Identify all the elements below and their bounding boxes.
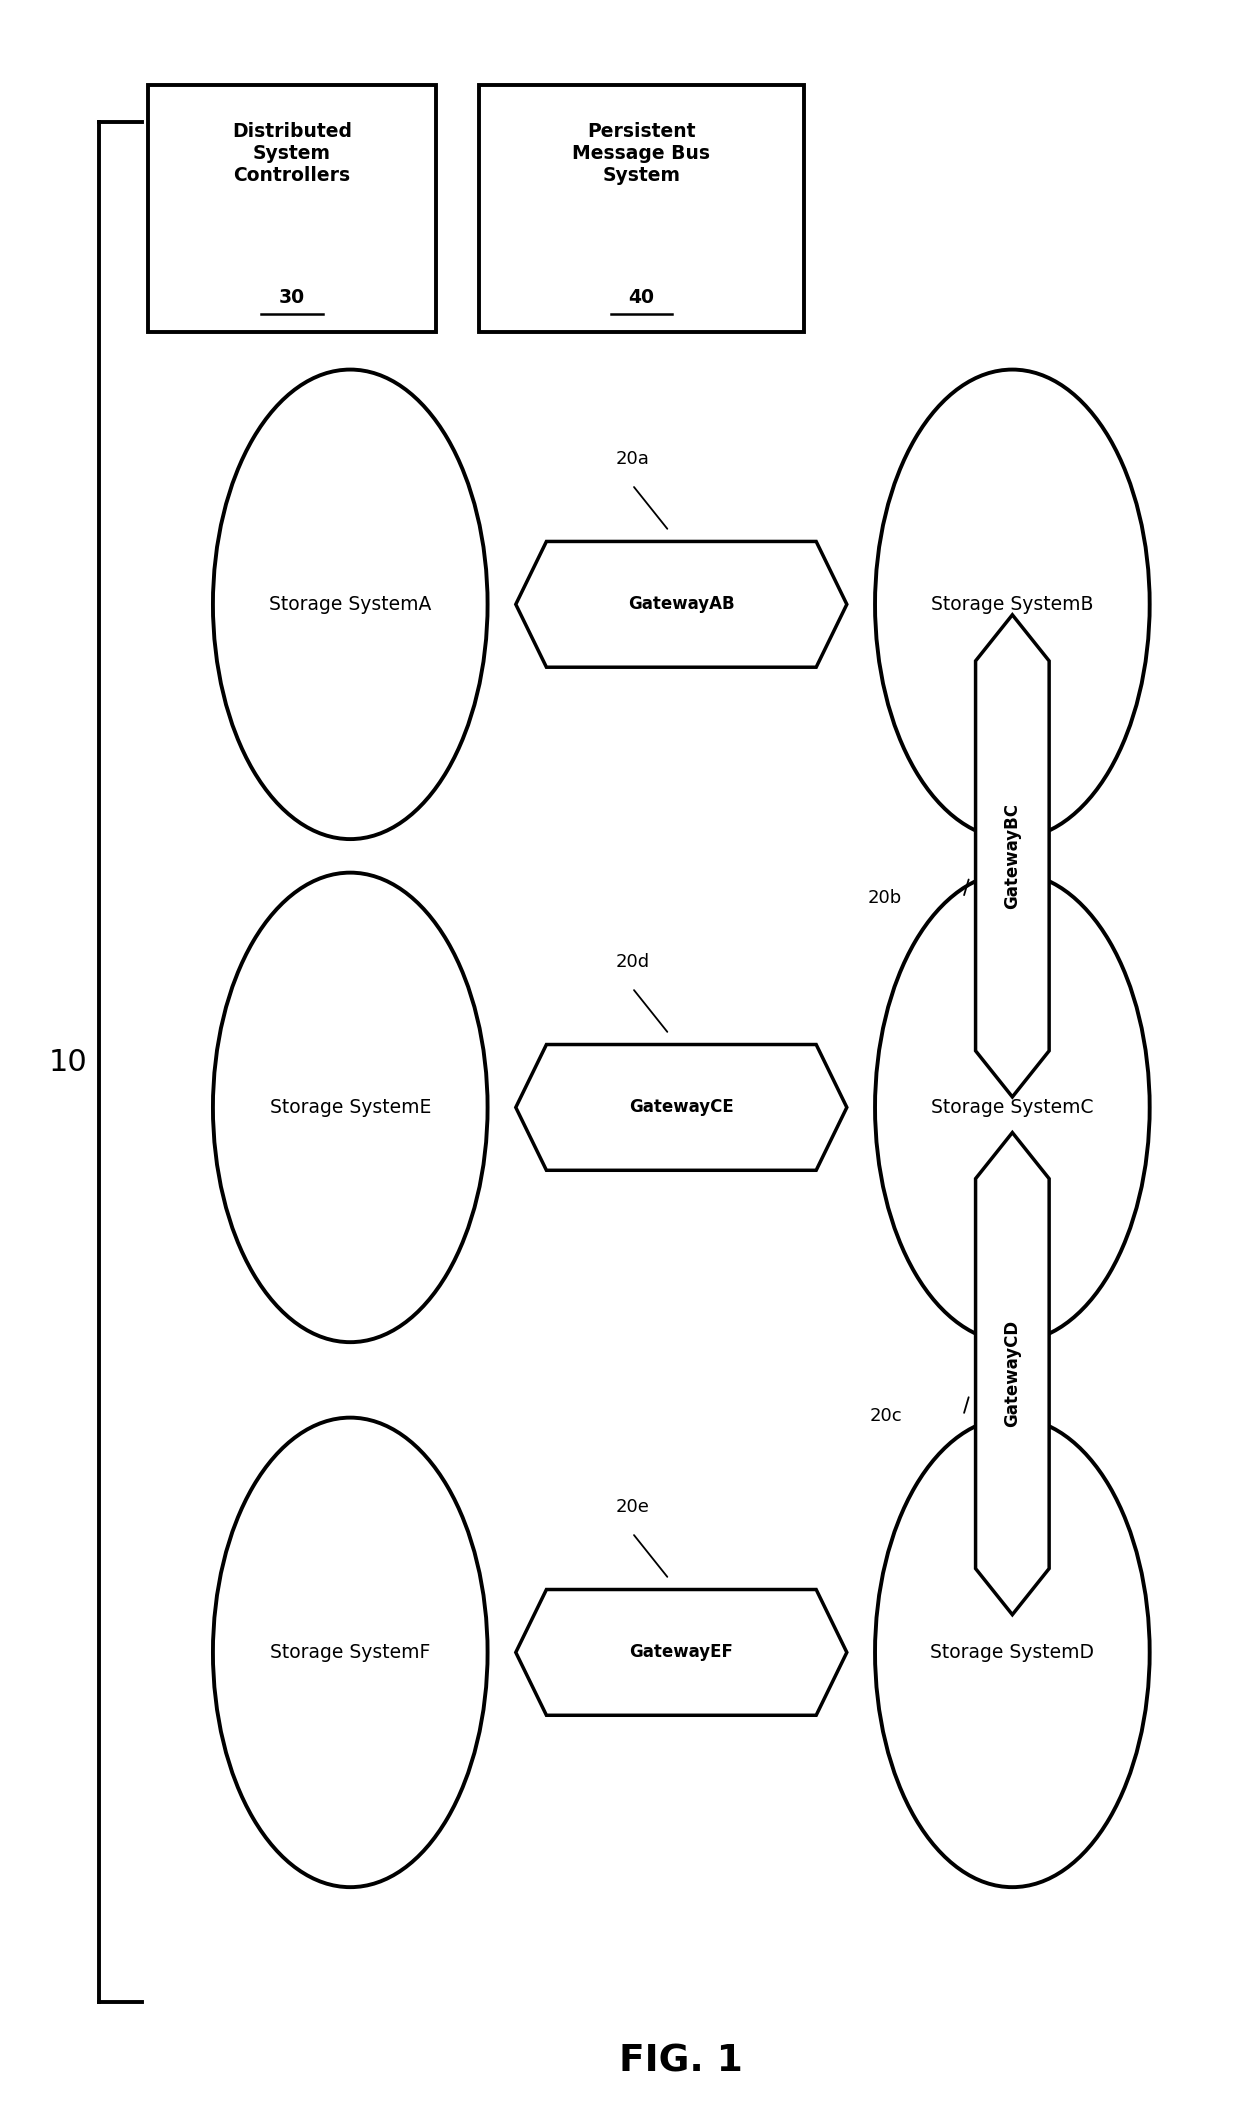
Text: GatewayAB: GatewayAB bbox=[627, 595, 734, 614]
Text: Persistent
Message Bus
System: Persistent Message Bus System bbox=[573, 122, 711, 186]
Text: 20c: 20c bbox=[869, 1407, 901, 1424]
Text: 20b: 20b bbox=[868, 888, 901, 907]
Polygon shape bbox=[976, 614, 1049, 1097]
Text: Storage SystemD: Storage SystemD bbox=[930, 1644, 1095, 1663]
Polygon shape bbox=[976, 1133, 1049, 1614]
Circle shape bbox=[875, 874, 1149, 1342]
Text: 20a: 20a bbox=[615, 449, 650, 468]
FancyBboxPatch shape bbox=[148, 84, 436, 331]
Text: 40: 40 bbox=[629, 287, 655, 306]
Text: 30: 30 bbox=[279, 287, 305, 306]
Polygon shape bbox=[516, 1044, 847, 1171]
Circle shape bbox=[213, 369, 487, 840]
Circle shape bbox=[213, 874, 487, 1342]
Text: GatewayCD: GatewayCD bbox=[1003, 1321, 1022, 1426]
Text: 20d: 20d bbox=[615, 954, 650, 971]
Text: Storage SystemF: Storage SystemF bbox=[270, 1644, 430, 1663]
Circle shape bbox=[875, 1418, 1149, 1886]
Text: 10: 10 bbox=[48, 1049, 88, 1076]
Text: GatewayCE: GatewayCE bbox=[629, 1099, 734, 1116]
Polygon shape bbox=[516, 542, 847, 667]
Text: GatewayEF: GatewayEF bbox=[630, 1644, 733, 1661]
Text: 20e: 20e bbox=[615, 1498, 650, 1517]
FancyBboxPatch shape bbox=[479, 84, 804, 331]
Text: Storage SystemE: Storage SystemE bbox=[269, 1097, 432, 1116]
Text: Storage SystemB: Storage SystemB bbox=[931, 595, 1094, 614]
Circle shape bbox=[213, 1418, 487, 1886]
Text: GatewayBC: GatewayBC bbox=[1003, 804, 1022, 909]
Polygon shape bbox=[516, 1589, 847, 1715]
Text: FIG. 1: FIG. 1 bbox=[619, 2042, 743, 2078]
Text: Storage SystemA: Storage SystemA bbox=[269, 595, 432, 614]
Circle shape bbox=[875, 369, 1149, 840]
Text: Storage SystemC: Storage SystemC bbox=[931, 1097, 1094, 1116]
Text: Distributed
System
Controllers: Distributed System Controllers bbox=[232, 122, 352, 186]
